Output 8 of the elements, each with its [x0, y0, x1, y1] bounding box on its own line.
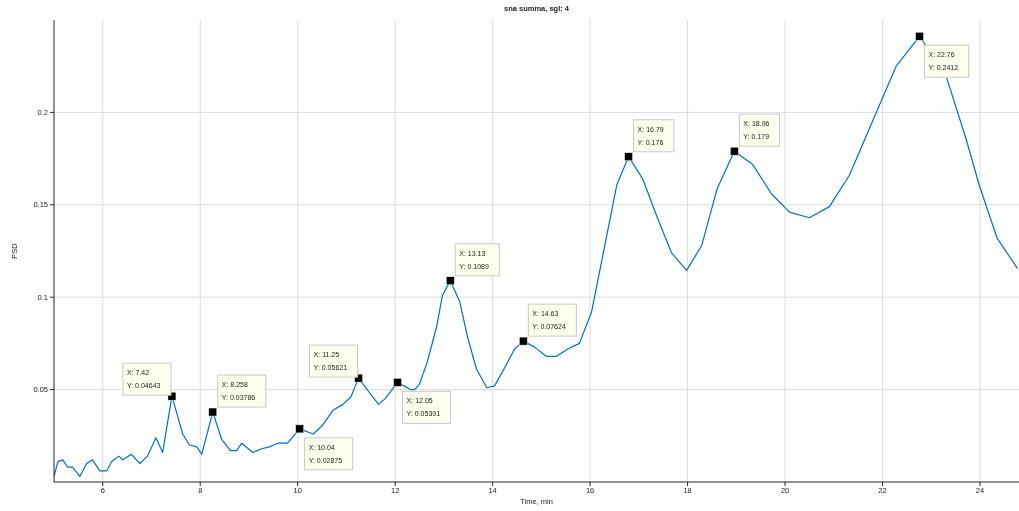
- point: [208, 407, 218, 417]
- point: [445, 276, 455, 285]
- point: [915, 32, 924, 41]
- point: [393, 378, 402, 387]
- point: [519, 336, 528, 346]
- point: [730, 146, 739, 156]
- point: [624, 152, 633, 161]
- point: [295, 424, 304, 434]
